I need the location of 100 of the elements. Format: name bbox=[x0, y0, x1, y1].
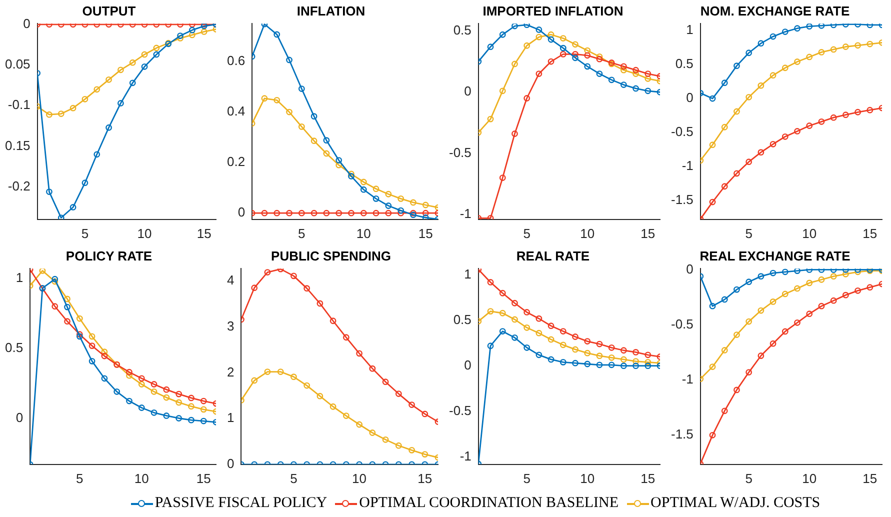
point bbox=[758, 82, 764, 89]
point bbox=[126, 368, 132, 376]
point bbox=[360, 186, 367, 193]
y-tick-label: 1 bbox=[464, 266, 472, 282]
point bbox=[188, 416, 194, 424]
chart-title: OUTPUT bbox=[82, 3, 136, 18]
point bbox=[770, 270, 776, 276]
y-tick-label: 0.4 bbox=[226, 104, 246, 119]
point bbox=[348, 210, 354, 216]
x-tick-label: 15 bbox=[196, 470, 211, 486]
point bbox=[806, 280, 813, 286]
point bbox=[536, 26, 542, 33]
point bbox=[830, 24, 837, 28]
point bbox=[336, 210, 342, 216]
point bbox=[782, 64, 788, 72]
y-tick-label: 0.2 bbox=[226, 154, 246, 170]
y-tick-label: 4 bbox=[226, 272, 234, 288]
point bbox=[323, 137, 330, 144]
point bbox=[608, 344, 615, 351]
x-tick-label: 5 bbox=[76, 470, 84, 486]
x-tick-label: 15 bbox=[418, 470, 432, 486]
y-tick-label: -0.5 bbox=[670, 124, 694, 140]
point bbox=[806, 310, 813, 318]
point bbox=[794, 58, 800, 65]
point bbox=[64, 296, 70, 302]
point bbox=[572, 50, 578, 58]
point bbox=[369, 430, 376, 436]
point bbox=[596, 340, 603, 348]
point bbox=[487, 308, 494, 315]
point bbox=[572, 346, 578, 353]
point bbox=[101, 375, 108, 382]
point bbox=[572, 360, 578, 366]
point bbox=[721, 183, 728, 190]
point bbox=[342, 334, 350, 341]
point bbox=[94, 151, 100, 158]
point bbox=[584, 52, 591, 59]
chart-title: NOM. EXCHANGE RATE bbox=[700, 3, 850, 18]
point bbox=[758, 149, 764, 156]
point bbox=[548, 336, 554, 343]
point bbox=[176, 390, 182, 398]
point bbox=[854, 42, 861, 49]
point bbox=[746, 50, 752, 56]
point bbox=[842, 292, 849, 298]
point bbox=[709, 95, 716, 102]
point bbox=[58, 110, 64, 117]
point bbox=[330, 318, 336, 324]
x-tick-label: 10 bbox=[352, 470, 367, 486]
point bbox=[758, 40, 764, 47]
point bbox=[274, 31, 280, 38]
y-tick-label: -0.5 bbox=[448, 402, 472, 418]
point bbox=[632, 85, 639, 92]
point bbox=[608, 76, 615, 84]
y-tick-label: 2 bbox=[226, 364, 234, 380]
x-tick-label: 5 bbox=[745, 470, 752, 486]
point bbox=[842, 270, 849, 278]
point bbox=[138, 375, 145, 382]
point bbox=[348, 173, 354, 180]
y-tick-label: 0 bbox=[238, 204, 246, 220]
point bbox=[721, 408, 728, 414]
point bbox=[818, 49, 825, 56]
point bbox=[644, 362, 652, 370]
point bbox=[274, 96, 280, 104]
point bbox=[709, 142, 716, 148]
point bbox=[356, 421, 362, 428]
x-tick-label: 15 bbox=[418, 226, 433, 241]
point bbox=[487, 116, 494, 122]
x-tick-label: 10 bbox=[802, 226, 817, 241]
legend-label: OPTIMAL W/ADJ. COSTS bbox=[650, 495, 820, 512]
point bbox=[770, 140, 776, 148]
x-tick-label: 15 bbox=[640, 226, 656, 241]
point bbox=[395, 390, 402, 397]
y-tick-label: 0.15 bbox=[4, 138, 30, 153]
point bbox=[88, 333, 96, 340]
point bbox=[770, 72, 776, 79]
point bbox=[101, 352, 108, 360]
point bbox=[316, 300, 324, 307]
point bbox=[794, 285, 800, 292]
point bbox=[721, 296, 728, 303]
point bbox=[536, 315, 542, 322]
point bbox=[842, 112, 849, 118]
point bbox=[261, 95, 268, 102]
point bbox=[264, 269, 271, 276]
point bbox=[560, 328, 566, 334]
point bbox=[200, 398, 207, 404]
point bbox=[572, 334, 578, 340]
point bbox=[177, 35, 184, 42]
x-tick-label: 15 bbox=[640, 470, 656, 486]
y-tick-label: 0 bbox=[686, 261, 694, 276]
y-tick-label: 0.5 bbox=[453, 22, 472, 38]
point bbox=[369, 365, 376, 372]
point bbox=[560, 44, 566, 52]
point bbox=[620, 82, 627, 88]
y-tick-label: 0.05 bbox=[4, 56, 30, 72]
point bbox=[360, 178, 367, 186]
y-tick-label: 1 bbox=[686, 22, 694, 37]
point bbox=[746, 318, 752, 325]
point bbox=[129, 80, 136, 86]
y-tick-label: 0.6 bbox=[226, 53, 246, 68]
point bbox=[323, 150, 330, 157]
point bbox=[304, 285, 310, 292]
